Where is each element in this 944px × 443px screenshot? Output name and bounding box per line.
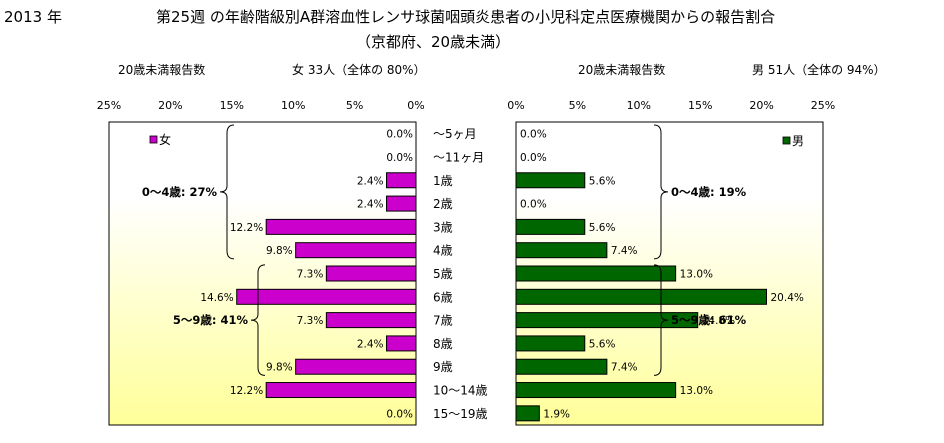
male-bar bbox=[515, 312, 699, 329]
chart-title: 第25週 の年齢階級別A群溶血性レンサ球菌咽頭炎患者の小児科定点医療機関からの報… bbox=[156, 8, 776, 26]
male-x-tick-label: 25% bbox=[811, 99, 835, 112]
female-bar bbox=[265, 218, 417, 235]
male-data-label: 1.9% bbox=[543, 408, 570, 420]
female-x-tick-label: 5% bbox=[346, 99, 363, 112]
female-bar bbox=[325, 265, 417, 282]
female-legend-label: 女 bbox=[159, 132, 171, 147]
age-category-label: 10～14歳 bbox=[433, 384, 488, 398]
age-category-label: 6歳 bbox=[433, 290, 453, 304]
female-data-label: 2.4% bbox=[357, 175, 384, 187]
female-bar bbox=[386, 195, 417, 212]
female-data-label: 7.3% bbox=[297, 269, 324, 281]
male-bar bbox=[515, 382, 677, 399]
male-group-brace bbox=[653, 124, 669, 260]
female-group-label: 5～9歳: 41% bbox=[173, 313, 249, 327]
male-data-label: 0.0% bbox=[520, 129, 547, 141]
female-bar bbox=[386, 172, 417, 189]
male-x-tick-label: 10% bbox=[627, 99, 651, 112]
male-data-label: 13.0% bbox=[680, 269, 713, 281]
age-category-label: 1歳 bbox=[433, 174, 453, 188]
male-data-label: 0.0% bbox=[520, 152, 547, 164]
male-bar bbox=[515, 288, 768, 305]
male-bar bbox=[515, 405, 540, 422]
age-category-label: 4歳 bbox=[433, 244, 453, 258]
chart-subtitle: （京都府、20歳未満） bbox=[356, 33, 511, 51]
age-category-label: ～11ヶ月 bbox=[433, 150, 484, 164]
male-data-label: 14.8% bbox=[702, 315, 735, 327]
male-bar bbox=[515, 172, 586, 189]
female-report-count-label: 20歳未満報告数 bbox=[118, 63, 206, 77]
female-bar bbox=[236, 288, 417, 305]
female-group-label: 0～4歳: 27% bbox=[142, 185, 218, 199]
age-category-label: 2歳 bbox=[433, 197, 453, 211]
female-legend-swatch bbox=[149, 135, 158, 144]
male-data-label: 5.6% bbox=[589, 338, 616, 350]
male-group-label: 0～4歳: 19% bbox=[671, 185, 747, 199]
female-summary: 女 33人（全体の 80%） bbox=[292, 63, 426, 77]
female-bar bbox=[325, 312, 417, 329]
male-data-label: 7.4% bbox=[611, 245, 638, 257]
male-bar bbox=[515, 358, 608, 375]
age-category-label: 9歳 bbox=[433, 360, 453, 374]
age-category-label: 5歳 bbox=[433, 267, 453, 281]
female-x-tick-label: 10% bbox=[281, 99, 305, 112]
male-group-brace bbox=[653, 264, 669, 376]
male-legend-label: 男 bbox=[792, 134, 804, 148]
female-data-label: 12.2% bbox=[230, 385, 263, 397]
male-summary: 男 51人（全体の 94%） bbox=[752, 63, 886, 77]
female-group-brace bbox=[219, 124, 235, 260]
male-data-label: 5.6% bbox=[589, 175, 616, 187]
male-legend-swatch bbox=[782, 136, 791, 145]
male-report-count-label: 20歳未満報告数 bbox=[578, 63, 666, 77]
female-bar bbox=[386, 335, 417, 352]
year-label: 2013 年 bbox=[4, 8, 62, 26]
male-bar bbox=[515, 218, 586, 235]
female-data-label: 0.0% bbox=[386, 129, 413, 141]
age-category-label: ～5ヶ月 bbox=[433, 127, 477, 141]
age-category-label: 7歳 bbox=[433, 314, 453, 328]
age-category-label: 8歳 bbox=[433, 337, 453, 351]
male-data-label: 7.4% bbox=[611, 362, 638, 374]
female-data-label: 7.3% bbox=[297, 315, 324, 327]
female-data-label: 9.8% bbox=[266, 362, 293, 374]
female-x-tick-label: 25% bbox=[97, 99, 121, 112]
female-group-brace bbox=[250, 264, 266, 376]
age-category-label: 3歳 bbox=[433, 220, 453, 234]
female-bar bbox=[295, 242, 417, 259]
male-bar bbox=[515, 242, 608, 259]
female-data-label: 2.4% bbox=[357, 338, 384, 350]
male-data-label: 0.0% bbox=[520, 199, 547, 211]
male-x-tick-label: 5% bbox=[569, 99, 586, 112]
male-bar bbox=[515, 265, 677, 282]
male-group-label: 5～9歳: 61% bbox=[671, 313, 747, 327]
female-data-label: 12.2% bbox=[230, 222, 263, 234]
female-data-label: 0.0% bbox=[386, 408, 413, 420]
male-bar bbox=[515, 335, 586, 352]
female-data-label: 14.6% bbox=[200, 292, 233, 304]
female-bar bbox=[265, 382, 417, 399]
female-x-tick-label: 15% bbox=[220, 99, 244, 112]
male-x-tick-label: 15% bbox=[688, 99, 712, 112]
age-category-label: 15～19歳 bbox=[433, 407, 488, 421]
male-data-label: 13.0% bbox=[680, 385, 713, 397]
female-data-label: 2.4% bbox=[357, 199, 384, 211]
female-data-label: 9.8% bbox=[266, 245, 293, 257]
male-x-tick-label: 0% bbox=[507, 99, 524, 112]
female-x-tick-label: 0% bbox=[407, 99, 424, 112]
male-x-tick-label: 20% bbox=[749, 99, 773, 112]
female-data-label: 0.0% bbox=[386, 152, 413, 164]
male-data-label: 5.6% bbox=[589, 222, 616, 234]
female-x-tick-label: 20% bbox=[158, 99, 182, 112]
female-bar bbox=[295, 358, 417, 375]
male-data-label: 20.4% bbox=[771, 292, 804, 304]
